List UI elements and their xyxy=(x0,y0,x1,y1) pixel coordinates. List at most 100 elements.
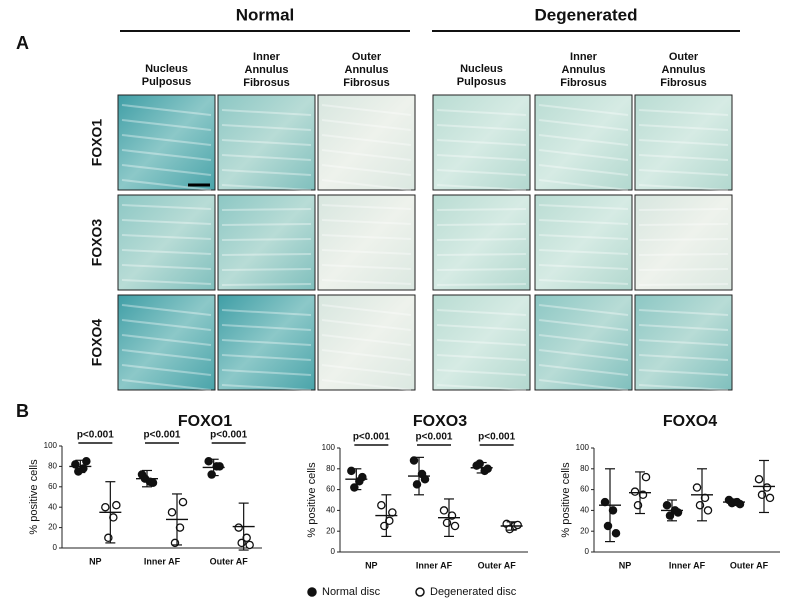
micrograph xyxy=(634,294,733,391)
data-point xyxy=(409,456,419,465)
texture xyxy=(221,154,312,161)
texture xyxy=(638,223,729,226)
texture xyxy=(221,109,312,116)
texture xyxy=(436,208,527,211)
x-tick-label: Inner AF xyxy=(416,560,453,570)
data-point xyxy=(377,500,386,510)
column-label: Fibrosus xyxy=(660,77,706,89)
column-label: Inner xyxy=(253,51,281,63)
p-value: p<0.001 xyxy=(416,432,453,443)
micrograph xyxy=(634,94,733,191)
micrograph xyxy=(634,194,733,291)
texture xyxy=(638,154,729,161)
texture xyxy=(321,204,412,210)
y-tick-label: 100 xyxy=(44,441,58,450)
y-tick-label: 60 xyxy=(580,485,589,494)
texture xyxy=(538,304,629,316)
texture xyxy=(321,249,412,255)
y-axis-label: % positive cells xyxy=(28,459,40,535)
x-tick-label: Outer AF xyxy=(730,560,769,570)
texture xyxy=(221,139,312,146)
data-point xyxy=(245,540,254,550)
texture xyxy=(121,364,212,376)
data-point xyxy=(167,508,177,517)
texture xyxy=(436,253,527,256)
texture xyxy=(321,364,412,376)
texture xyxy=(638,253,729,256)
texture xyxy=(121,304,212,316)
texture xyxy=(436,184,527,191)
y-tick-label: 80 xyxy=(48,462,57,471)
data-point xyxy=(630,487,640,496)
texture xyxy=(436,238,527,241)
y-axis-label: % positive cells xyxy=(560,462,572,538)
texture xyxy=(121,104,212,116)
texture xyxy=(321,149,412,161)
texture xyxy=(321,134,412,146)
p-value: p<0.001 xyxy=(144,430,181,441)
texture xyxy=(321,104,412,116)
column-label: Fibrosus xyxy=(560,77,606,89)
column-label: Inner xyxy=(570,51,598,63)
texture xyxy=(321,119,412,131)
texture xyxy=(538,119,629,131)
texture xyxy=(221,369,312,376)
texture xyxy=(538,219,629,225)
texture xyxy=(121,219,212,225)
column-label: Annulus xyxy=(245,64,289,76)
x-tick-label: Inner AF xyxy=(669,560,706,570)
panel-label: A xyxy=(16,33,29,53)
texture xyxy=(538,204,629,210)
texture xyxy=(321,379,412,391)
y-tick-label: 60 xyxy=(48,482,57,491)
texture xyxy=(638,339,729,346)
texture xyxy=(121,119,212,131)
column-label: Outer xyxy=(669,51,699,63)
column-label: Nucleus xyxy=(460,63,503,75)
texture xyxy=(321,319,412,331)
texture xyxy=(121,234,212,240)
texture xyxy=(121,179,212,191)
y-tick-label: 60 xyxy=(326,485,335,494)
texture xyxy=(638,238,729,241)
group-title: Normal xyxy=(236,5,295,24)
texture xyxy=(221,384,312,391)
micrograph xyxy=(534,94,633,191)
data-point xyxy=(662,500,672,510)
data-point xyxy=(641,472,651,482)
y-tick-label: 20 xyxy=(580,526,589,535)
texture xyxy=(436,109,527,116)
micrograph xyxy=(432,94,531,191)
texture xyxy=(221,223,312,226)
texture xyxy=(638,109,729,116)
y-axis-label: % positive cells xyxy=(306,462,318,538)
x-tick-label: Outer AF xyxy=(210,556,249,566)
micrograph xyxy=(432,194,531,291)
data-point xyxy=(513,520,522,530)
chart-title: FOXO3 xyxy=(413,413,467,430)
p-value: p<0.001 xyxy=(210,430,247,441)
column-label: Outer xyxy=(352,51,382,63)
texture xyxy=(121,279,212,285)
data-point xyxy=(703,506,713,515)
y-tick-label: 40 xyxy=(580,506,589,515)
legend-label: Normal disc xyxy=(322,586,381,598)
texture xyxy=(638,324,729,331)
texture xyxy=(221,268,312,271)
row-label: FOXO3 xyxy=(89,219,105,267)
micrograph xyxy=(217,294,316,391)
texture xyxy=(538,279,629,285)
row-label: FOXO4 xyxy=(89,319,105,367)
data-point xyxy=(101,502,110,512)
y-tick-label: 20 xyxy=(48,523,57,532)
data-point xyxy=(765,493,775,503)
data-point xyxy=(692,483,702,492)
column-label: Fibrosus xyxy=(343,77,389,89)
data-point xyxy=(178,497,188,507)
y-tick-label: 100 xyxy=(576,443,590,452)
legend-marker xyxy=(307,587,317,597)
texture xyxy=(436,124,527,131)
p-value: p<0.001 xyxy=(478,432,515,443)
p-value: p<0.001 xyxy=(353,432,390,443)
texture xyxy=(436,309,527,316)
